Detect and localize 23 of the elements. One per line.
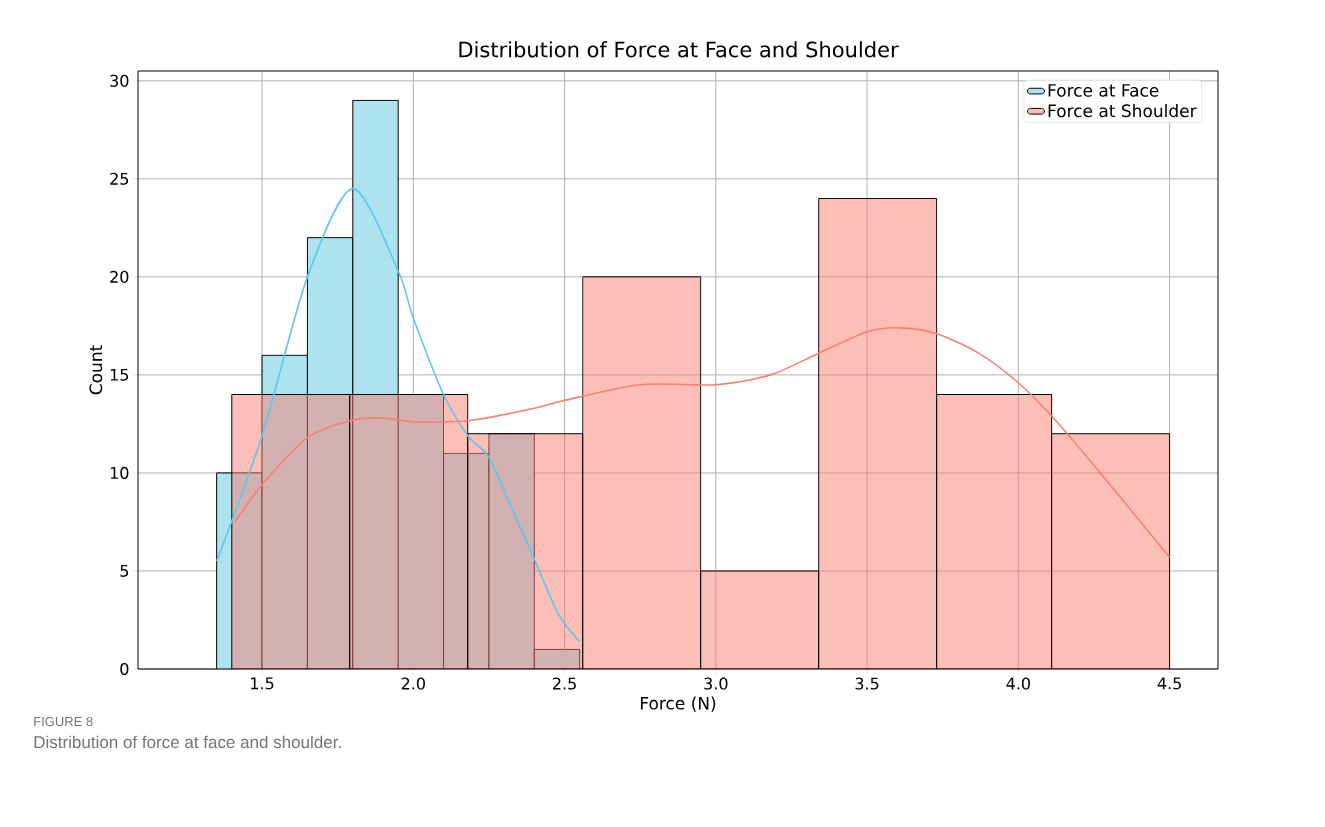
x-tick-label: 2.5 xyxy=(553,677,576,690)
y-axis-title: Count xyxy=(89,345,103,395)
x-tick-label: 4.5 xyxy=(1157,677,1181,690)
x-tick-label: 3.5 xyxy=(855,677,879,690)
x-tick-label: 2.0 xyxy=(401,677,425,690)
y-tick-label: 20 xyxy=(110,270,129,283)
x-axis-title: Force (N) xyxy=(640,696,716,712)
y-tick-label: 10 xyxy=(110,466,129,479)
chart-title: Distribution of Force at Face and Shoulder xyxy=(459,41,899,58)
legend-label: Force at Shoulder xyxy=(1048,104,1197,118)
x-tick-label: 3.0 xyxy=(704,677,728,690)
y-tick-label: 25 xyxy=(110,172,129,185)
caption: FIGURE 8 xyxy=(34,716,93,727)
y-tick-label: 0 xyxy=(120,662,129,676)
line-series xyxy=(215,187,581,643)
text: Distribution of force at face and shoulder. xyxy=(34,735,341,749)
x-tick-label: 1.5 xyxy=(251,677,274,690)
x-tick-label: 4.0 xyxy=(1006,677,1030,690)
line-series xyxy=(234,326,1171,559)
y-tick-label: 5 xyxy=(120,565,129,577)
legend-label: Force at Face xyxy=(1048,84,1159,97)
y-tick-label: 30 xyxy=(110,74,129,87)
y-tick-label: 15 xyxy=(110,368,129,381)
